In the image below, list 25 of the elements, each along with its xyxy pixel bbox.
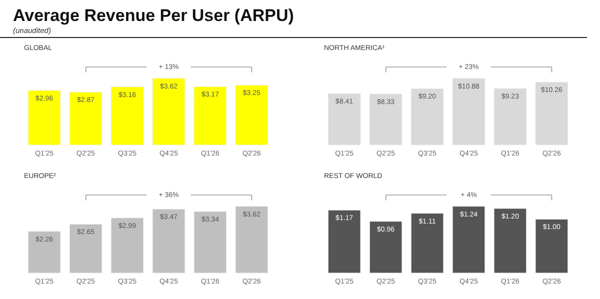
bar <box>28 90 61 146</box>
bar <box>328 93 361 146</box>
bar <box>69 224 102 274</box>
bar <box>194 86 227 146</box>
bar <box>535 218 568 274</box>
bar <box>369 94 402 146</box>
bar <box>494 208 527 274</box>
bar <box>328 210 361 274</box>
bar <box>535 82 568 146</box>
bar <box>110 218 144 274</box>
bar <box>152 78 186 146</box>
bar <box>235 84 268 146</box>
text: Average Revenue Per User (ARPU) <box>13 6 295 26</box>
bar <box>410 213 444 274</box>
bar <box>452 206 486 274</box>
bar <box>194 211 227 274</box>
bar <box>110 86 144 146</box>
bar <box>494 88 527 146</box>
bar <box>369 221 402 274</box>
bar <box>152 208 186 274</box>
bar <box>28 231 61 274</box>
bar <box>69 92 102 146</box>
bar <box>235 206 268 274</box>
bar <box>452 78 486 146</box>
bar <box>410 88 444 146</box>
